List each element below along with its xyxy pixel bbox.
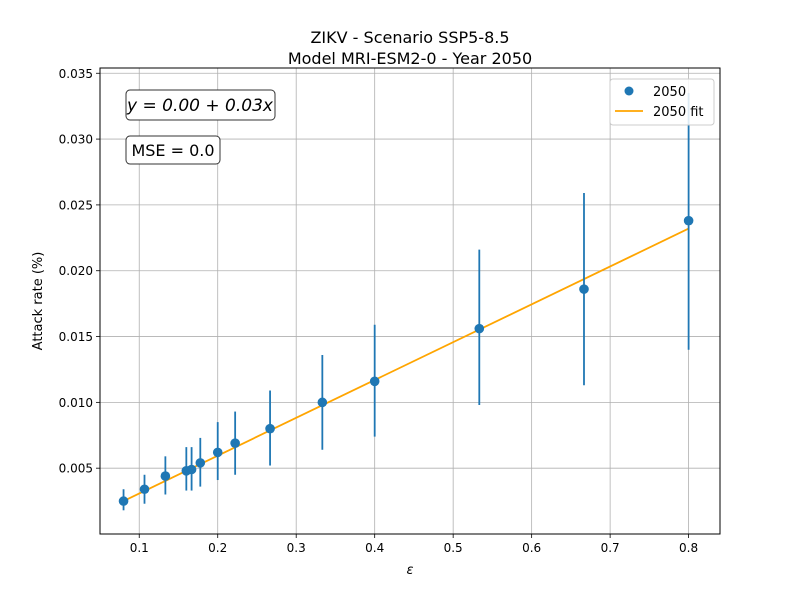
- x-tick-label: 0.4: [365, 541, 384, 555]
- data-point: [195, 458, 206, 468]
- x-tick-label: 0.3: [287, 541, 306, 555]
- plot-frame: [99, 67, 721, 535]
- x-tick-label: 0.6: [522, 541, 541, 555]
- x-tick-label: 0.5: [444, 541, 463, 555]
- data-point: [139, 484, 150, 495]
- y-tick-layer: 0.005 0.010 0.015 0.020 0.025 0.030 0.035: [59, 67, 100, 476]
- data-point: [212, 447, 223, 458]
- y-tick-label: 0.035: [59, 67, 93, 81]
- legend-label-points: 2050: [653, 85, 686, 100]
- chart-title-line1: ZIKV - Scenario SSP5-8.5: [310, 28, 509, 47]
- y-axis-label: Attack rate (%): [31, 252, 46, 351]
- y-tick-label: 0.030: [59, 133, 93, 147]
- x-tick-label: 0.8: [679, 541, 698, 555]
- x-tick-label: 0.7: [601, 541, 620, 555]
- mse-text: MSE = 0.0: [131, 141, 214, 160]
- chart-title-line2: Model MRI-ESM2-0 - Year 2050: [288, 49, 532, 68]
- y-tick-label: 0.020: [59, 264, 93, 278]
- legend-label-fit: 2050 fit: [653, 105, 704, 120]
- data-point: [683, 215, 694, 226]
- x-tick-layer: 0.1 0.2 0.3 0.4 0.5 0.6 0.7 0.8: [130, 534, 698, 555]
- mse-box-frame: [125, 135, 221, 165]
- x-tick-label: 0.1: [130, 541, 149, 555]
- legend-frame: [609, 78, 715, 126]
- legend: 2050 2050 fit: [609, 78, 715, 126]
- data-point: [118, 496, 129, 506]
- data-point: [317, 397, 328, 408]
- equation-box-frame: [125, 89, 276, 121]
- data-point: [160, 471, 171, 481]
- data-point: [474, 323, 485, 334]
- x-tick-label: 0.2: [208, 541, 227, 555]
- point-layer: [118, 215, 694, 506]
- data-point: [369, 376, 380, 387]
- y-tick-label: 0.005: [59, 462, 93, 476]
- y-tick-label: 0.015: [59, 330, 93, 344]
- y-tick-label: 0.025: [59, 198, 93, 212]
- data-point: [230, 438, 240, 448]
- legend-marker-points: [624, 86, 634, 96]
- equation-box: y = 0.00 + 0.03x: [125, 89, 276, 121]
- equation-text: y = 0.00 + 0.03x: [126, 96, 274, 116]
- mse-box: MSE = 0.0: [125, 135, 221, 165]
- data-point: [186, 464, 197, 475]
- data-point: [579, 284, 589, 294]
- x-axis-label: ε: [406, 563, 413, 578]
- y-tick-label: 0.010: [59, 396, 93, 410]
- data-point: [265, 423, 275, 434]
